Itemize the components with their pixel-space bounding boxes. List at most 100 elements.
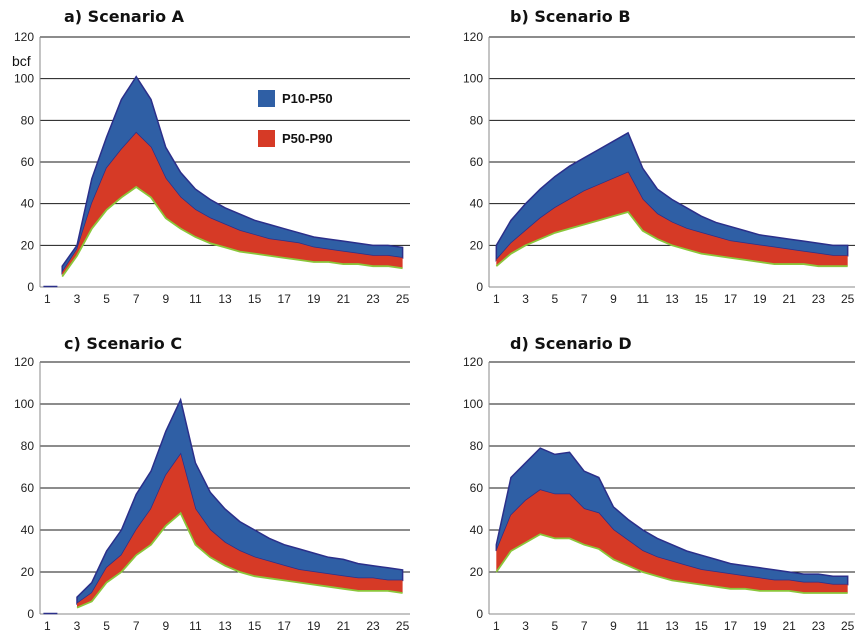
x-tick-label: 7 <box>133 619 140 633</box>
x-tick-label: 9 <box>162 292 169 306</box>
y-tick-label: 60 <box>21 481 35 495</box>
x-tick-label: 13 <box>665 292 679 306</box>
series-line-p90 <box>61 185 403 278</box>
y-tick-label: 0 <box>476 607 483 621</box>
y-tick-label: 120 <box>463 30 483 44</box>
y-tick-label: 80 <box>470 113 484 127</box>
x-tick-label: 11 <box>189 292 202 306</box>
y-tick-label: 40 <box>470 197 484 211</box>
y-tick-label: 40 <box>21 197 35 211</box>
x-tick-label: 11 <box>189 619 202 633</box>
y-tick-label: 80 <box>470 439 484 453</box>
x-tick-label: 3 <box>74 292 81 306</box>
y-tick-label: 0 <box>27 607 34 621</box>
x-tick-label: 21 <box>337 292 351 306</box>
x-tick-label: 23 <box>812 292 826 306</box>
y-tick-label: 100 <box>463 397 483 411</box>
legend: P10-P50 P50-P90 <box>258 90 333 147</box>
y-tick-label: 0 <box>27 280 34 294</box>
x-tick-label: 1 <box>493 292 500 306</box>
x-tick-label: 23 <box>366 292 380 306</box>
series-line-p90 <box>76 511 403 609</box>
y-tick-label: 100 <box>14 72 34 86</box>
x-tick-label: 7 <box>133 292 140 306</box>
x-tick-label: 19 <box>307 619 321 633</box>
x-tick-label: 21 <box>337 619 351 633</box>
x-tick-label: 5 <box>552 292 559 306</box>
x-tick-label: 9 <box>610 292 617 306</box>
y-tick-label: 100 <box>14 397 34 411</box>
series-band-p50-p90 <box>62 132 403 277</box>
x-tick-label: 17 <box>278 619 292 633</box>
x-tick-label: 23 <box>812 619 826 633</box>
x-tick-label: 17 <box>724 619 738 633</box>
y-tick-label: 120 <box>14 30 34 44</box>
legend-swatch <box>258 130 275 147</box>
x-tick-label: 19 <box>753 292 767 306</box>
chart-title: a) Scenario A <box>64 7 185 26</box>
y-tick-label: 40 <box>470 523 484 537</box>
x-tick-label: 9 <box>610 619 617 633</box>
x-tick-label: 9 <box>162 619 169 633</box>
y-tick-label: 20 <box>470 238 484 252</box>
x-tick-label: 25 <box>396 619 410 633</box>
y-tick-label: 20 <box>21 238 35 252</box>
x-tick-label: 3 <box>74 619 81 633</box>
x-tick-label: 19 <box>307 292 321 306</box>
y-tick-label: 40 <box>21 523 35 537</box>
x-tick-label: 13 <box>218 619 232 633</box>
series-band-p50-p90 <box>77 454 403 608</box>
x-tick-label: 21 <box>782 292 796 306</box>
series-line-p90 <box>495 533 848 594</box>
x-tick-label: 3 <box>522 292 529 306</box>
y-tick-label: 100 <box>463 72 483 86</box>
x-tick-label: 17 <box>278 292 292 306</box>
x-tick-label: 7 <box>581 619 588 633</box>
x-tick-label: 7 <box>581 292 588 306</box>
series-band-p10-p50 <box>76 397 404 605</box>
y-tick-label: 0 <box>476 280 483 294</box>
x-tick-label: 13 <box>665 619 679 633</box>
x-tick-label: 1 <box>44 619 51 633</box>
series-band-p50-p90 <box>496 490 848 593</box>
x-tick-label: 17 <box>724 292 738 306</box>
y-tick-label: 60 <box>21 155 35 169</box>
x-tick-label: 5 <box>103 619 110 633</box>
x-tick-label: 11 <box>636 619 649 633</box>
x-tick-label: 15 <box>248 619 262 633</box>
y-tick-label: 60 <box>470 155 484 169</box>
x-tick-label: 5 <box>552 619 559 633</box>
x-tick-label: 1 <box>493 619 500 633</box>
legend-label: P10-P50 <box>282 91 333 106</box>
series-line-p90 <box>495 210 848 268</box>
x-tick-label: 21 <box>782 619 796 633</box>
y-tick-label: 80 <box>21 113 35 127</box>
x-tick-label: 15 <box>695 292 709 306</box>
series-band-p50-p90 <box>496 172 848 267</box>
x-tick-label: 25 <box>396 292 410 306</box>
x-tick-label: 15 <box>248 292 262 306</box>
chart-title: d) Scenario D <box>510 334 632 353</box>
x-tick-label: 5 <box>103 292 110 306</box>
legend-swatch <box>258 90 275 107</box>
x-tick-label: 11 <box>636 292 649 306</box>
x-tick-label: 25 <box>841 619 855 633</box>
y-tick-label: 120 <box>463 355 483 369</box>
y-tick-label: 60 <box>470 481 484 495</box>
y-tick-label: 80 <box>21 439 35 453</box>
y-axis-unit-label: bcf <box>12 53 31 69</box>
y-tick-label: 20 <box>470 565 484 579</box>
chart-title: b) Scenario B <box>510 7 631 26</box>
x-tick-label: 19 <box>753 619 767 633</box>
x-tick-label: 3 <box>522 619 529 633</box>
y-tick-label: 20 <box>21 565 35 579</box>
x-tick-label: 13 <box>218 292 232 306</box>
x-tick-label: 25 <box>841 292 855 306</box>
y-tick-label: 120 <box>14 355 34 369</box>
x-tick-label: 23 <box>366 619 380 633</box>
